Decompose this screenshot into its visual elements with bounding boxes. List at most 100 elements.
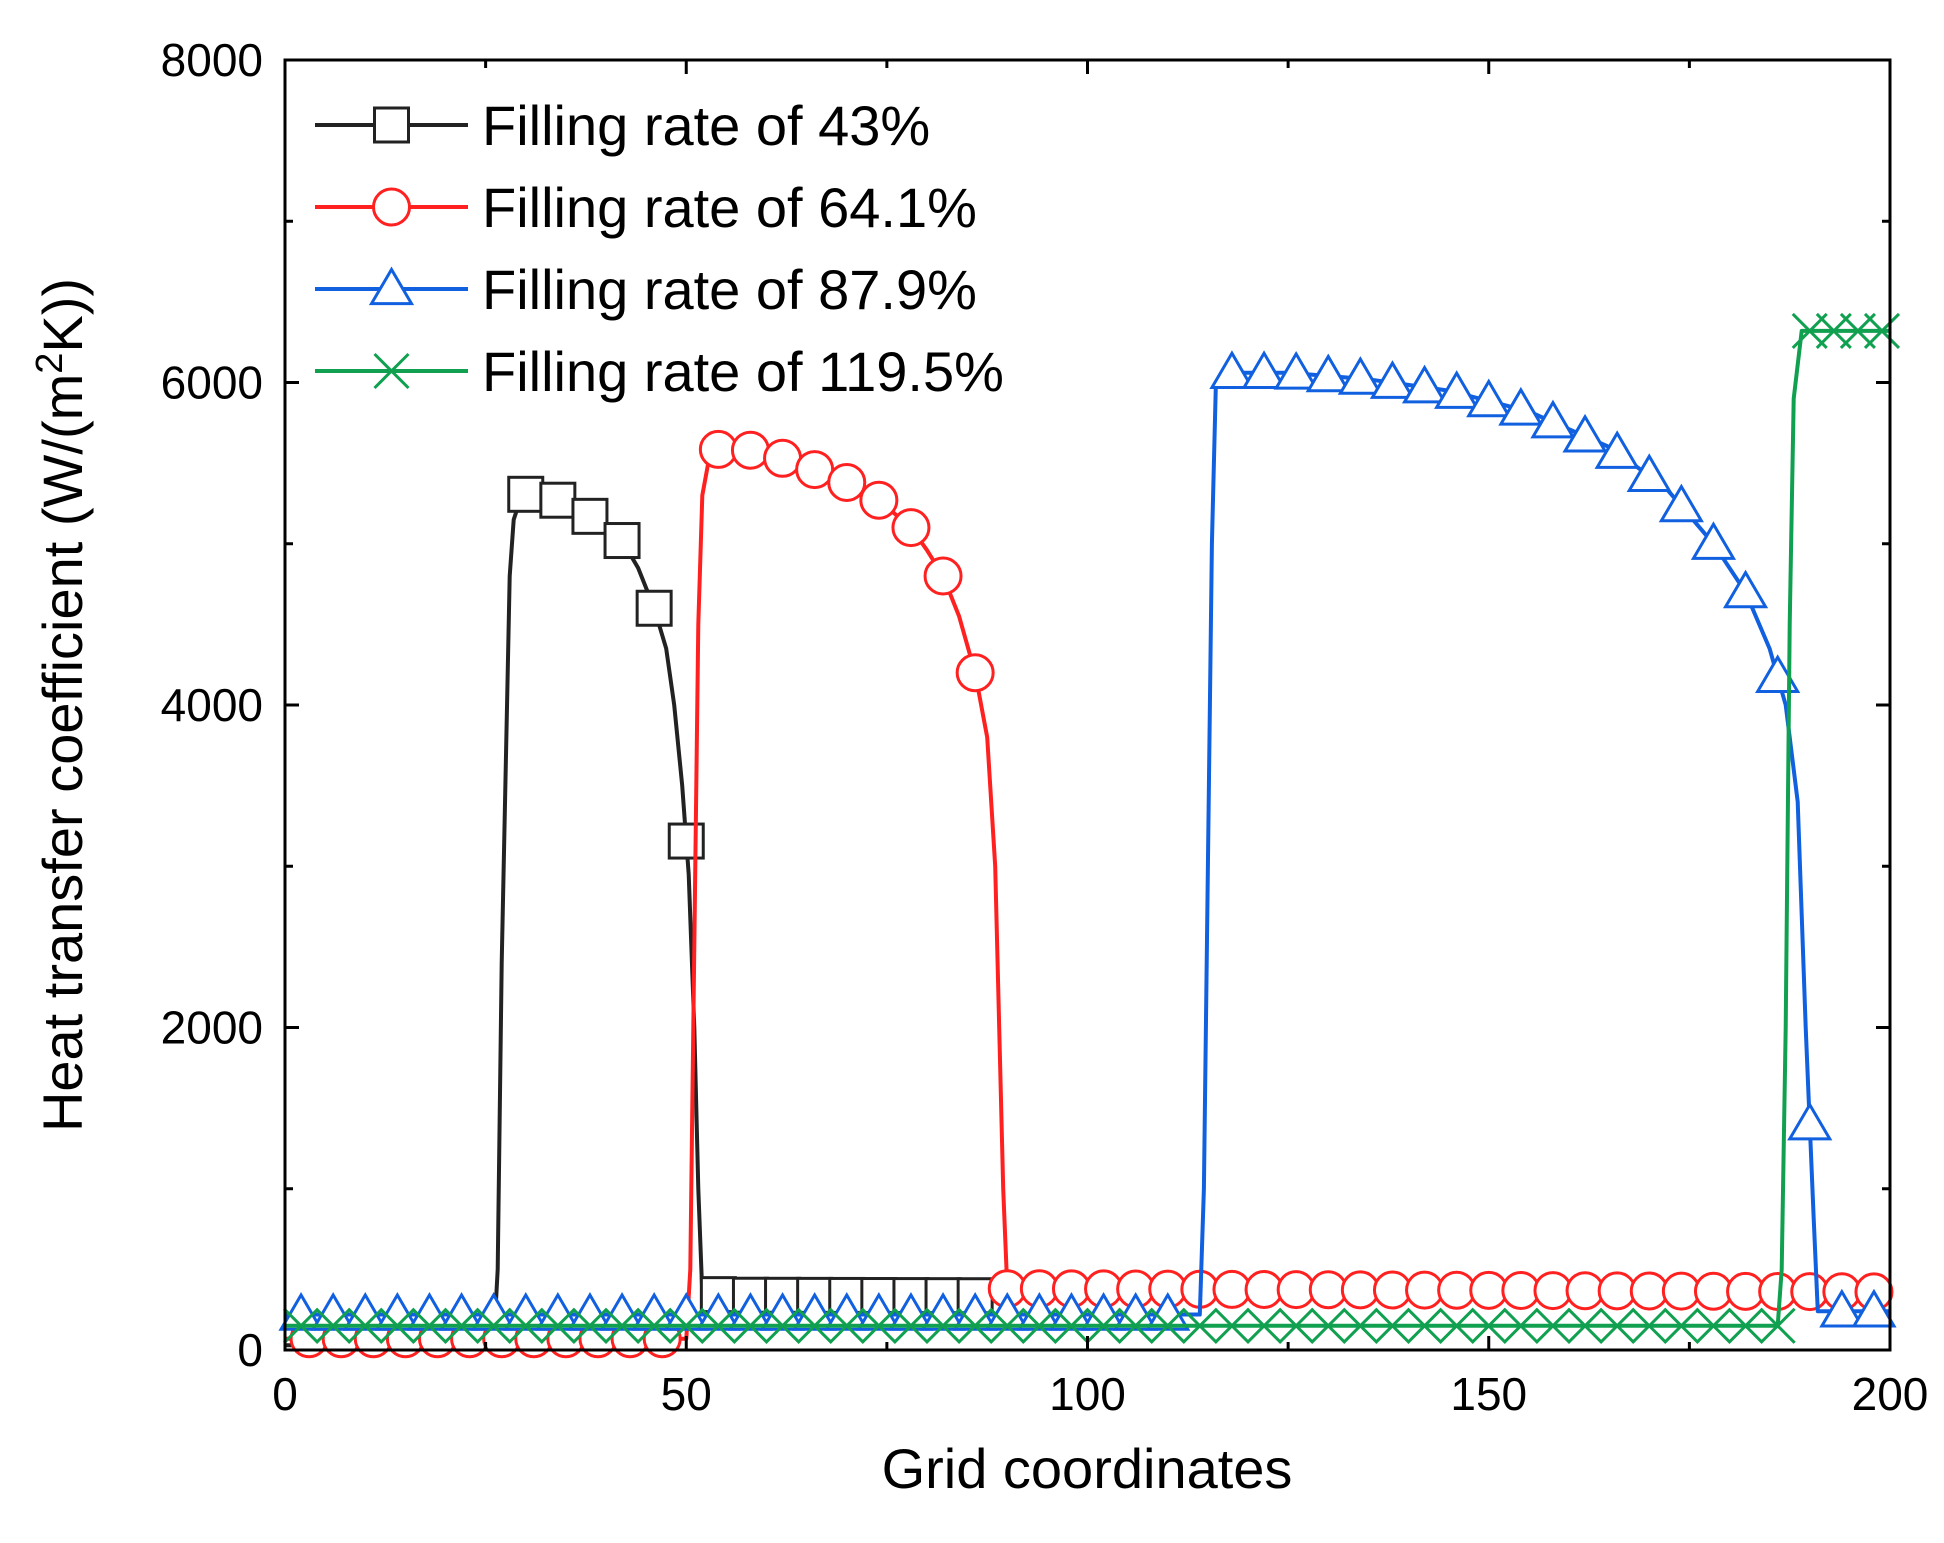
data-point bbox=[792, 1292, 838, 1331]
data-point bbox=[1597, 1271, 1637, 1311]
data-point-stroke bbox=[1470, 1307, 1507, 1344]
x-tick-label: 100 bbox=[1049, 1368, 1126, 1420]
data-point bbox=[955, 653, 995, 693]
data-point bbox=[471, 1292, 517, 1331]
data-point-stroke bbox=[1374, 1307, 1411, 1344]
data-point bbox=[730, 430, 770, 470]
data-point bbox=[315, 1307, 352, 1344]
data-point bbox=[856, 1292, 902, 1331]
data-point bbox=[1629, 1271, 1669, 1311]
data-point bbox=[535, 1292, 581, 1331]
data-point bbox=[1594, 430, 1640, 469]
data-point bbox=[1308, 1270, 1348, 1310]
data-point-stroke bbox=[1695, 1307, 1732, 1344]
data-point bbox=[1369, 360, 1416, 399]
data-point-stroke bbox=[796, 1307, 833, 1344]
data-point bbox=[1565, 1271, 1605, 1311]
data-point-stroke bbox=[1727, 1307, 1764, 1344]
data-point bbox=[507, 1307, 544, 1344]
data-point-stroke bbox=[379, 1307, 416, 1344]
data-point bbox=[1470, 1307, 1507, 1344]
data-point bbox=[567, 1292, 613, 1331]
y-tick-label: 6000 bbox=[161, 357, 263, 409]
data-point bbox=[1695, 1307, 1732, 1344]
data-point-stroke bbox=[1759, 1307, 1796, 1344]
data-point bbox=[1113, 1292, 1159, 1331]
series-2 bbox=[285, 429, 1894, 1359]
data-point bbox=[795, 450, 835, 490]
data-point-stroke bbox=[1534, 1307, 1572, 1344]
y-tick-label: 4000 bbox=[161, 679, 263, 731]
data-point-stroke bbox=[1021, 1307, 1058, 1344]
data-point bbox=[635, 589, 673, 627]
data-point bbox=[859, 480, 899, 520]
data-point bbox=[1661, 1271, 1701, 1311]
y-axis-title-end: K)) bbox=[31, 278, 94, 353]
data-point-stroke bbox=[1085, 1307, 1122, 1344]
data-point-stroke bbox=[924, 1307, 962, 1344]
data-point bbox=[1819, 1288, 1865, 1328]
data-point bbox=[700, 1307, 737, 1344]
series-layer bbox=[278, 312, 1901, 1359]
data-point bbox=[1626, 453, 1672, 492]
legend-item: Filling rate of 119.5% bbox=[315, 340, 1004, 403]
data-point bbox=[732, 1307, 769, 1344]
data-point-stroke bbox=[1342, 1307, 1379, 1344]
data-point bbox=[1722, 569, 1769, 609]
data-point bbox=[764, 1307, 801, 1344]
data-point bbox=[1469, 1270, 1509, 1310]
data-point bbox=[503, 1292, 549, 1331]
data-point bbox=[1437, 1270, 1477, 1310]
legend-marker bbox=[373, 106, 410, 144]
data-point bbox=[1759, 1307, 1796, 1344]
x-axis-title: Grid coordinates bbox=[882, 1437, 1293, 1500]
data-point bbox=[1498, 386, 1544, 426]
data-point bbox=[278, 1292, 324, 1331]
data-point bbox=[667, 822, 705, 860]
data-point-stroke bbox=[860, 1307, 897, 1344]
data-point bbox=[1048, 1292, 1095, 1331]
data-point bbox=[1149, 1307, 1186, 1344]
data-point bbox=[342, 1292, 388, 1331]
y-tick-label: 8000 bbox=[161, 34, 263, 86]
data-point bbox=[1021, 1307, 1058, 1344]
data-point bbox=[1244, 1270, 1284, 1310]
series-line bbox=[285, 328, 1890, 1328]
data-point bbox=[1438, 1307, 1475, 1344]
data-point bbox=[1212, 1269, 1252, 1309]
data-point-stroke bbox=[507, 1307, 544, 1344]
data-point bbox=[571, 1307, 609, 1344]
data-point bbox=[1213, 1307, 1251, 1344]
data-point bbox=[603, 522, 641, 560]
data-point bbox=[668, 1307, 705, 1344]
data-point bbox=[1566, 1307, 1604, 1344]
legend-label: Filling rate of 119.5% bbox=[482, 340, 1004, 403]
data-point-stroke bbox=[989, 1307, 1026, 1344]
data-point bbox=[1372, 1270, 1412, 1310]
data-point-stroke bbox=[1438, 1307, 1475, 1344]
series-3 bbox=[278, 350, 1897, 1331]
data-point bbox=[374, 1292, 420, 1331]
data-point bbox=[763, 438, 803, 478]
data-point bbox=[989, 1307, 1026, 1344]
data-point bbox=[1053, 1307, 1090, 1344]
data-point bbox=[924, 1307, 962, 1344]
data-point bbox=[1080, 1292, 1127, 1331]
data-point bbox=[1117, 1307, 1154, 1344]
data-point bbox=[282, 1307, 320, 1344]
data-point bbox=[1374, 1307, 1411, 1344]
data-point-stroke bbox=[443, 1307, 480, 1344]
data-point bbox=[824, 1292, 870, 1331]
data-point-stroke bbox=[1406, 1307, 1443, 1344]
data-point-stroke bbox=[636, 1307, 673, 1344]
data-point bbox=[891, 508, 931, 548]
data-point bbox=[952, 1292, 998, 1331]
data-point bbox=[539, 1307, 576, 1344]
data-point bbox=[571, 497, 609, 535]
data-point bbox=[1658, 483, 1704, 523]
legend-item: Filling rate of 87.9% bbox=[315, 258, 977, 321]
series-4 bbox=[282, 312, 1901, 1344]
data-point-stroke bbox=[282, 1307, 320, 1344]
data-point-stroke bbox=[1310, 1307, 1347, 1344]
